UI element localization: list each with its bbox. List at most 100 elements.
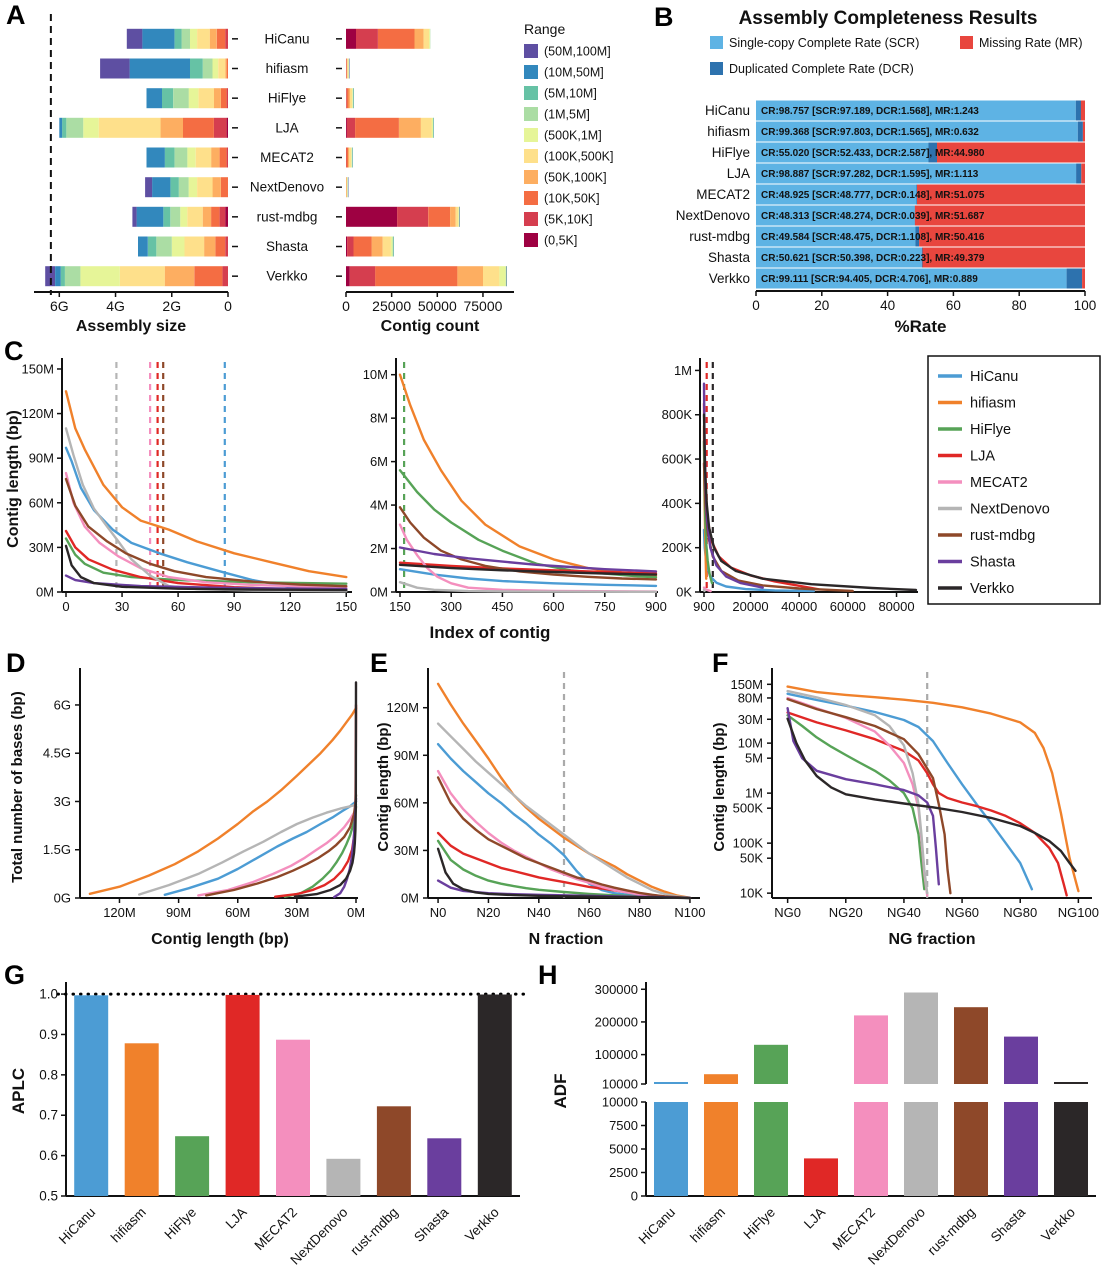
- range-legend-label: (10M,50M]: [544, 66, 604, 80]
- tick-label: 30M: [29, 540, 54, 555]
- d-xlabel: Contig length (bp): [151, 931, 289, 948]
- series-rust-mdbg: [786, 697, 952, 895]
- assembly-size-segment: [211, 206, 220, 227]
- contig-count-segment: [346, 266, 350, 287]
- contig-count-segment: [347, 58, 349, 79]
- tick-label: 60M: [394, 795, 419, 810]
- assembly-size-segment: [146, 88, 162, 109]
- series-hifiasm: [786, 685, 1080, 893]
- completeness-bar-text: CR:98.757 [SCR:97.189, DCR:1.568], MR:1.…: [761, 106, 979, 117]
- tick-label: 200K: [662, 540, 693, 555]
- completeness-bar-segment: [928, 142, 937, 163]
- tick-label: N0: [430, 905, 447, 920]
- completeness-bar-segment: [1066, 268, 1083, 289]
- contig-count-segment: [352, 88, 354, 109]
- tick-label: 90M: [29, 451, 54, 466]
- assembler-label: Verkko: [709, 271, 750, 286]
- contig-count-segment: [356, 28, 378, 49]
- category-label: Shasta: [266, 239, 309, 254]
- tick-label: 0G: [54, 891, 71, 906]
- tick-label: 30M: [394, 843, 419, 858]
- series-NextDenovo: [786, 689, 929, 895]
- completeness-bar-text: CR:50.621 [SCR:50.398, DCR:0.223], MR:49…: [761, 253, 985, 264]
- legend-label: Shasta: [970, 555, 1016, 571]
- completeness-bar-segment: [756, 268, 1067, 289]
- completeness-bar-segment: [1077, 121, 1083, 142]
- completeness-bar-text: CR:98.887 [SCR:97.282, DCR:1.595], MR:1.…: [761, 169, 979, 180]
- series-rust-mdbg: [436, 776, 692, 900]
- tick-label: 5000: [609, 1142, 638, 1157]
- g-ylabel: APLC: [9, 1068, 28, 1114]
- tick-label: 600: [543, 599, 565, 614]
- tick-label: 100: [1074, 298, 1097, 313]
- contig-count-segment: [353, 236, 372, 257]
- contig-count-segment: [431, 117, 434, 138]
- tick-label: 1.5G: [43, 842, 71, 857]
- tick-label: 400K: [662, 496, 693, 511]
- assembly-size-segment: [174, 147, 188, 168]
- contig-count-segment: [375, 266, 458, 287]
- assembly-size-segment: [222, 266, 228, 287]
- tick-label: 8M: [370, 411, 388, 426]
- series-NextDenovo: [702, 588, 706, 593]
- contig-count-segment: [429, 28, 430, 49]
- completeness-bar-segment: [756, 205, 915, 226]
- completeness-legend-swatch: [710, 36, 723, 49]
- assembly-size-segment: [218, 58, 226, 79]
- contig-count-segment: [346, 147, 348, 168]
- contig-count-segment: [505, 266, 507, 287]
- category-label: LJA: [275, 120, 298, 135]
- d-ylabel: Total number of bases (bp): [9, 691, 26, 882]
- adf-bar-upper: [704, 1074, 738, 1084]
- tick-label: 90M: [394, 748, 419, 763]
- assembly-size-segment: [171, 236, 185, 257]
- panel-def-charts: Total number of bases (bp) 0G 1.5G 3G 4.5G 6G…: [9, 668, 1099, 948]
- assembly-size-segment: [190, 28, 197, 49]
- series-HiFlye: [786, 714, 926, 891]
- tick-label: 25000: [372, 298, 411, 314]
- tick-label: 50K: [740, 851, 763, 866]
- panel-label-h: H: [538, 960, 558, 990]
- contig-count-xlabel: Contig count: [381, 318, 480, 335]
- assembly-size-segment: [180, 206, 188, 227]
- assembly-size-segment: [202, 58, 213, 79]
- tick-label: 0: [62, 599, 69, 614]
- tick-label: 120M: [21, 406, 54, 421]
- contig-count-segment: [457, 266, 483, 287]
- tick-label: 2G: [162, 298, 181, 314]
- aplc-bar: [276, 1039, 310, 1196]
- tick-label: 0: [752, 298, 760, 313]
- category-label: MECAT2: [260, 150, 314, 165]
- assembly-size-segment: [188, 177, 197, 198]
- tick-label: 0.5: [39, 1189, 58, 1204]
- tick-label: 500K: [733, 801, 764, 816]
- assembly-size-segment: [147, 236, 157, 257]
- assembly-size-segment: [66, 117, 84, 138]
- g-category-label: MECAT2: [251, 1205, 300, 1254]
- tick-label: 0: [342, 298, 350, 314]
- contig-count-segment: [347, 236, 354, 257]
- tick-label: 300000: [595, 982, 638, 997]
- completeness-bar-text: CR:48.925 [SCR:48.777, DCR:0.148], MR:51…: [761, 190, 985, 201]
- tick-label: N20: [477, 905, 501, 920]
- assembly-size-segment: [216, 28, 226, 49]
- assembly-size-segment: [59, 117, 63, 138]
- contig-count-segment: [352, 88, 353, 109]
- tick-label: 600K: [662, 452, 693, 467]
- tick-label: 0M: [347, 905, 365, 920]
- tick-label: 30: [115, 599, 129, 614]
- aplc-bar: [376, 1106, 411, 1196]
- tick-label: N80: [628, 905, 652, 920]
- assembly-size-segment: [64, 266, 81, 287]
- panel-label-c: C: [4, 336, 24, 366]
- assembly-size-segment: [100, 58, 130, 79]
- series-LJA: [398, 561, 658, 575]
- tick-label: 60: [946, 298, 961, 313]
- adf-bar-upper: [854, 1015, 888, 1084]
- series-Verkko: [436, 847, 692, 900]
- completeness-bar-text: CR:99.368 [SCR:97.803, DCR:1.565], MR:0.…: [761, 127, 979, 138]
- completeness-bar-segment: [1080, 100, 1085, 121]
- tick-label: 0.9: [39, 1027, 58, 1042]
- assembler-label: Shasta: [708, 250, 751, 265]
